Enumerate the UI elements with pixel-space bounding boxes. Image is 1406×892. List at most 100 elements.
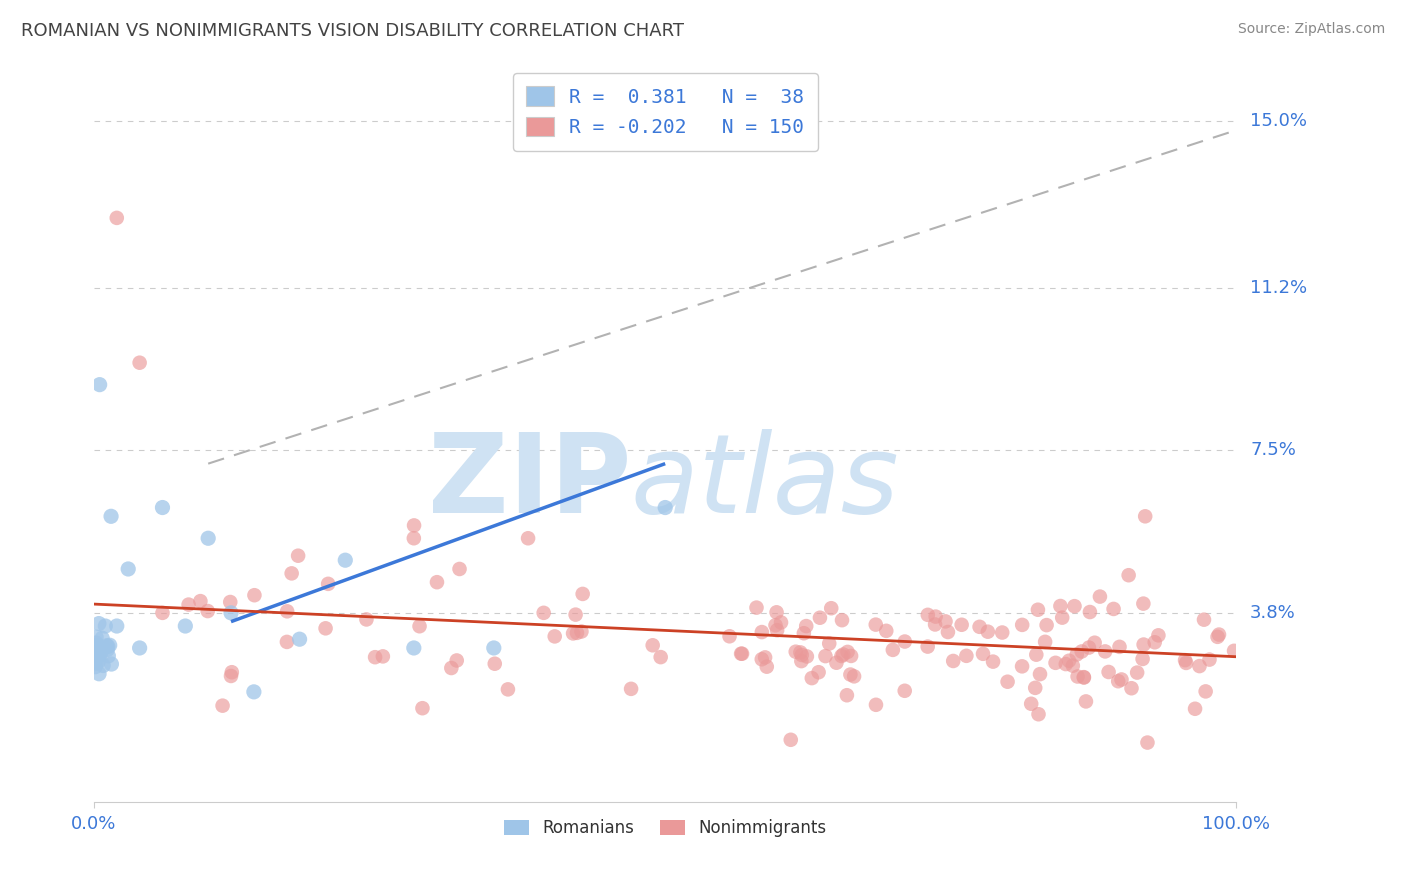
Point — [830, 648, 852, 663]
Point — [128, 640, 150, 655]
Point — [820, 601, 842, 615]
Point — [769, 615, 792, 630]
Point — [865, 698, 887, 712]
Point — [533, 606, 555, 620]
Point — [1026, 603, 1049, 617]
Point — [620, 681, 643, 696]
Point — [1066, 648, 1088, 662]
Point — [831, 613, 853, 627]
Point — [100, 509, 122, 524]
Point — [1143, 635, 1166, 649]
Point — [977, 624, 1000, 639]
Point — [1147, 628, 1170, 642]
Point — [96, 639, 118, 653]
Point — [1102, 602, 1125, 616]
Point — [288, 632, 311, 647]
Point — [402, 518, 425, 533]
Point — [882, 643, 904, 657]
Point — [335, 553, 357, 567]
Point — [287, 549, 309, 563]
Point — [89, 648, 111, 662]
Point — [105, 211, 128, 225]
Point — [807, 665, 830, 680]
Point — [562, 626, 585, 640]
Point — [87, 616, 110, 631]
Point — [565, 626, 588, 640]
Point — [818, 636, 841, 650]
Point — [100, 657, 122, 671]
Text: 3.8%: 3.8% — [1250, 604, 1296, 622]
Point — [1050, 610, 1073, 624]
Point — [790, 654, 813, 668]
Point — [371, 649, 394, 664]
Legend: Romanians, Nonimmigrants: Romanians, Nonimmigrants — [498, 813, 832, 844]
Point — [152, 500, 174, 515]
Point — [243, 685, 266, 699]
Point — [1198, 652, 1220, 666]
Point — [98, 638, 121, 652]
Point — [917, 607, 939, 622]
Point — [842, 669, 865, 683]
Point — [1028, 707, 1050, 722]
Point — [128, 356, 150, 370]
Point — [917, 640, 939, 654]
Point — [177, 598, 200, 612]
Point — [1011, 618, 1033, 632]
Point — [91, 632, 114, 646]
Point — [1121, 681, 1143, 696]
Point — [814, 649, 837, 664]
Point — [1136, 735, 1159, 749]
Point — [893, 683, 915, 698]
Point — [835, 688, 858, 702]
Point — [1024, 681, 1046, 695]
Point — [89, 377, 111, 392]
Point — [1132, 638, 1154, 652]
Point — [745, 600, 768, 615]
Point — [496, 682, 519, 697]
Point — [356, 612, 378, 626]
Point — [1054, 657, 1077, 671]
Point — [839, 648, 862, 663]
Point — [1035, 618, 1057, 632]
Point — [1084, 636, 1107, 650]
Point — [718, 629, 741, 643]
Point — [1045, 656, 1067, 670]
Point — [197, 604, 219, 618]
Point — [1107, 674, 1129, 689]
Point — [1078, 640, 1101, 655]
Point — [97, 648, 120, 663]
Point — [832, 648, 855, 662]
Point — [87, 648, 110, 663]
Point — [117, 562, 139, 576]
Point — [1094, 644, 1116, 658]
Point — [765, 618, 787, 632]
Point — [790, 648, 813, 662]
Point — [84, 630, 107, 644]
Point — [969, 620, 991, 634]
Point — [1192, 613, 1215, 627]
Point — [280, 566, 302, 581]
Point — [796, 649, 818, 664]
Point — [808, 611, 831, 625]
Point — [1223, 644, 1246, 658]
Point — [105, 619, 128, 633]
Point — [1126, 665, 1149, 680]
Point — [211, 698, 233, 713]
Point — [972, 647, 994, 661]
Point — [402, 531, 425, 545]
Point — [1184, 702, 1206, 716]
Point — [364, 650, 387, 665]
Point — [1206, 630, 1229, 644]
Point — [1074, 694, 1097, 708]
Point — [315, 621, 337, 635]
Point — [221, 665, 243, 680]
Point — [190, 594, 212, 608]
Point — [94, 619, 117, 633]
Point — [1132, 597, 1154, 611]
Point — [1073, 671, 1095, 685]
Point — [789, 645, 811, 659]
Point — [1049, 599, 1071, 613]
Point — [950, 617, 973, 632]
Point — [1188, 659, 1211, 673]
Point — [779, 732, 801, 747]
